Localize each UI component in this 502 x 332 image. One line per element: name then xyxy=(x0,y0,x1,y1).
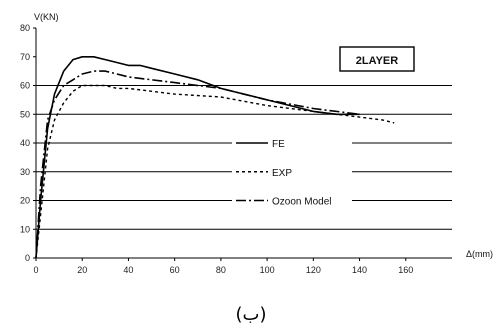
legend-gap-ozoon-model xyxy=(232,193,352,208)
y-tick-label-50: 50 xyxy=(20,109,30,119)
x-tick-label-0: 0 xyxy=(33,265,38,275)
y-tick-label-0: 0 xyxy=(25,253,30,263)
figure-caption: (ب) xyxy=(235,304,266,325)
annotation-box: 2LAYER xyxy=(339,46,415,72)
legend: FE EXP Ozoon Model xyxy=(232,136,352,208)
legend-label-fe: FE xyxy=(272,139,285,150)
x-axis-label: Δ(mm) xyxy=(466,249,493,259)
x-tick-label-20: 20 xyxy=(77,265,87,275)
x-tick-label-140: 140 xyxy=(352,265,367,275)
y-axis-label: V(KN) xyxy=(34,12,59,22)
x-tick-label-80: 80 xyxy=(216,265,226,275)
y-tick-label-60: 60 xyxy=(20,81,30,91)
x-tick-label-160: 160 xyxy=(398,265,413,275)
plot-area: 0 10 20 30 40 50 60 70 80 0 20 40 60 80 100 120 140 160 xyxy=(20,23,452,275)
x-tick-label-120: 120 xyxy=(306,265,321,275)
legend-gap-exp xyxy=(232,164,352,179)
legend-label-exp: EXP xyxy=(272,168,292,179)
x-tick-label-100: 100 xyxy=(260,265,275,275)
y-tick-label-30: 30 xyxy=(20,167,30,177)
legend-label-ozoon-model: Ozoon Model xyxy=(272,197,331,208)
x-tick-label-60: 60 xyxy=(170,265,180,275)
series-line-exp xyxy=(35,84,395,259)
y-tick-label-80: 80 xyxy=(20,23,30,33)
x-tick-label-40: 40 xyxy=(123,265,133,275)
annotation-text: 2LAYER xyxy=(356,55,398,67)
y-tick-label-20: 20 xyxy=(20,196,30,206)
y-tick-label-40: 40 xyxy=(20,138,30,148)
legend-gap-fe xyxy=(232,136,352,150)
series-line-ozoon-model xyxy=(35,70,360,259)
series-line-fe xyxy=(35,56,360,259)
y-tick-label-70: 70 xyxy=(20,52,30,62)
y-tick-label-10: 10 xyxy=(20,224,30,234)
